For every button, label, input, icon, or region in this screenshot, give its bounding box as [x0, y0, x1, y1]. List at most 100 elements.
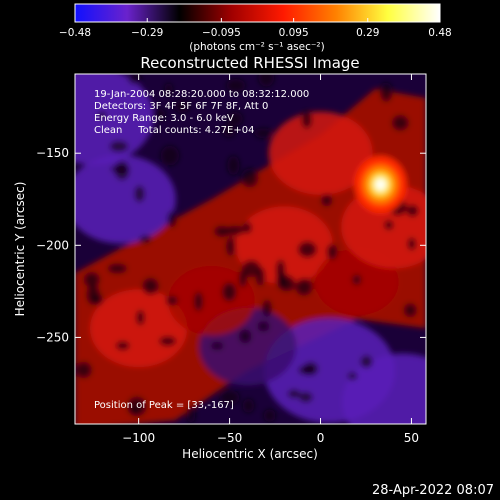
noise-speckle: [129, 406, 139, 416]
positive-region: [90, 289, 188, 368]
noise-speckle: [391, 115, 409, 131]
noise-speckle: [326, 243, 338, 260]
noise-speckle: [174, 99, 190, 113]
heatmap-image: [75, 74, 426, 424]
negative-region: [75, 154, 176, 244]
noise-speckle: [226, 79, 246, 93]
noise-speckle: [276, 259, 286, 280]
noise-speckle: [254, 128, 273, 139]
noise-speckle: [164, 83, 173, 96]
negative-region: [75, 74, 154, 165]
noise-speckle: [136, 309, 145, 326]
noise-speckle: [214, 225, 231, 238]
noise-speckle: [238, 270, 247, 288]
colorbar-tick-label: −0.48: [59, 27, 91, 39]
noise-speckle: [360, 355, 373, 369]
noise-speckle: [142, 277, 159, 295]
noise-speckle: [109, 140, 129, 152]
colorbar-tick-label: 0.48: [428, 27, 451, 39]
noise-speckle: [134, 185, 145, 203]
colorbar-unit-label: (photons cm⁻² s⁻¹ asec⁻²): [189, 41, 324, 53]
noise-speckle: [287, 389, 301, 399]
noise-speckle: [352, 274, 362, 286]
noise-speckle: [86, 284, 100, 305]
noise-speckle: [406, 204, 419, 217]
noise-speckle: [210, 341, 224, 351]
axis-ticks: −100 −50 0 50 −150 −200 −250: [36, 74, 426, 445]
noise-speckle: [241, 260, 261, 277]
y-tick-label: −150: [36, 146, 69, 160]
noise-speckle: [167, 210, 177, 228]
positive-region: [235, 206, 333, 285]
noise-speckle: [242, 222, 252, 234]
noise-speckle: [186, 405, 196, 423]
y-tick-label: −200: [36, 238, 69, 252]
noise-speckle: [298, 391, 313, 403]
noise-speckle: [83, 271, 100, 288]
noise-speckle: [238, 329, 252, 344]
noise-speckle: [242, 398, 255, 413]
noise-speckle: [258, 74, 275, 87]
footer-timestamp: 28-Apr-2022 08:07: [372, 483, 494, 498]
noise-speckle: [227, 155, 240, 175]
noise-speckle: [97, 111, 107, 121]
noise-speckle: [262, 299, 272, 318]
noise-speckle: [139, 235, 152, 244]
colorbar-tick-label: −0.095: [202, 27, 241, 39]
positive-region: [268, 111, 373, 195]
annotation-time: 19-Jan-2004 08:28:20.000 to 08:32:12.000: [94, 89, 309, 100]
colorbar-tick-label: −0.29: [131, 27, 163, 39]
noise-speckle: [278, 275, 296, 292]
colorbar-ticks: −0.48 −0.29 −0.095 0.095 0.29 0.48: [59, 18, 452, 39]
noise-speckle: [379, 82, 393, 102]
x-tick-label: 50: [404, 431, 419, 445]
noise-speckle: [403, 303, 417, 318]
noise-speckle: [263, 409, 276, 422]
annotation-clean: Clean Total counts: 4.27E+04: [94, 125, 254, 136]
noise-speckle: [225, 225, 245, 235]
colorbar-tick-label: 0.29: [356, 27, 379, 39]
noise-speckle: [160, 145, 180, 166]
peak-source: [376, 180, 385, 189]
noise-speckle: [297, 241, 317, 258]
noise-speckle: [159, 336, 177, 346]
noise-speckle: [75, 361, 92, 379]
annotation-detectors: Detectors: 3F 4F 5F 6F 7F 8F, Att 0: [94, 101, 268, 112]
noise-speckle: [219, 390, 240, 405]
x-axis-label: Heliocentric X (arcsec): [182, 447, 318, 461]
noise-speckle: [116, 341, 130, 351]
noise-speckle: [193, 291, 203, 312]
noise-speckle: [384, 220, 394, 231]
noise-speckle: [301, 110, 313, 129]
annotation-energy: Energy Range: 3.0 - 6.0 keV: [94, 113, 234, 124]
y-tick-label: −250: [36, 330, 69, 344]
noise-speckle: [151, 109, 166, 120]
plot-frame: [74, 73, 427, 425]
negative-region: [341, 353, 426, 424]
y-axis-label: Heliocentric Y (arcsec): [13, 182, 27, 317]
chart-title: Reconstructed RHESSI Image: [140, 54, 359, 72]
colorbar: [74, 3, 441, 23]
colorbar-tick-label: 0.095: [279, 27, 309, 39]
x-tick-label: −100: [122, 431, 155, 445]
noise-speckle: [407, 237, 416, 251]
x-tick-label: −50: [217, 431, 242, 445]
noise-speckle: [226, 237, 236, 257]
positive-region: [167, 265, 255, 336]
noise-speckle: [240, 168, 259, 188]
noise-speckle: [295, 278, 313, 296]
noise-speckle: [257, 320, 270, 332]
noise-speckle: [347, 372, 358, 381]
noise-speckle: [222, 123, 236, 138]
x-tick-label: 0: [317, 431, 325, 445]
noise-speckle: [222, 282, 237, 302]
peak-position-label: Position of Peak = [33,-167]: [94, 400, 234, 411]
noise-speckle: [227, 111, 243, 126]
noise-speckle: [298, 365, 315, 376]
noise-speckle: [114, 160, 130, 181]
noise-speckle: [321, 194, 333, 207]
noise-speckle: [128, 74, 142, 85]
noise-speckle: [107, 263, 128, 274]
noise-speckle: [165, 295, 178, 306]
